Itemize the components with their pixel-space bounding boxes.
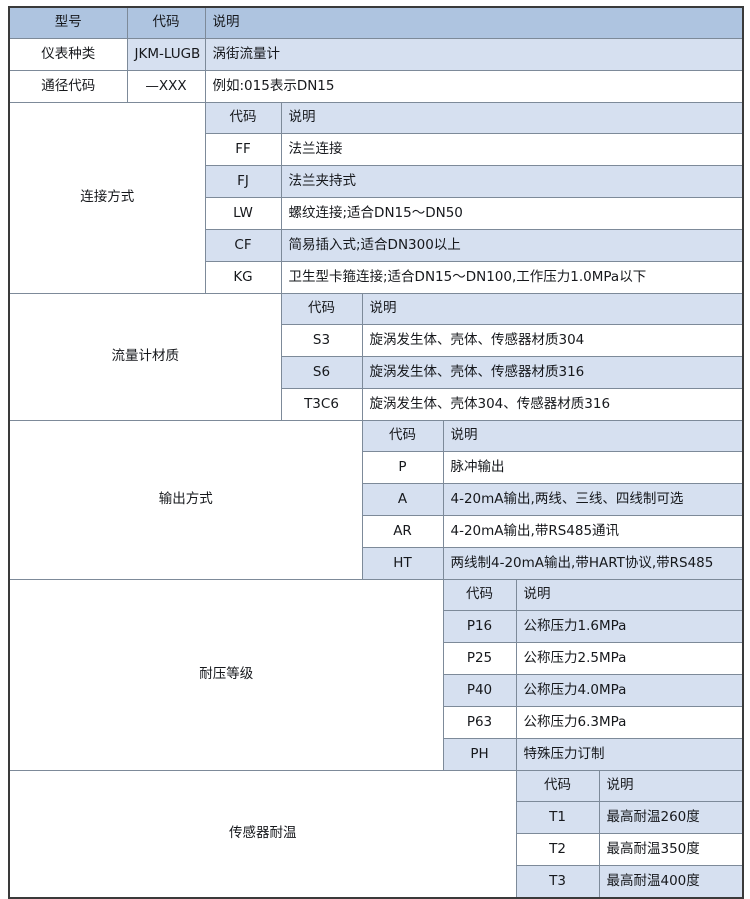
code-pressure-p16: P16 — [442, 610, 517, 643]
section-subheader-material: 流量计材质 代码 说明 — [8, 293, 744, 421]
code-material-s6: S6 — [280, 356, 363, 389]
section-label-material: 流量计材质 — [8, 293, 282, 421]
desc-pressure-p40: 公称压力4.0MPa — [515, 674, 744, 707]
header-code: 代码 — [126, 6, 206, 39]
table-row-material-s3: S3 旋涡发生体、壳体、传感器材质304 — [9, 324, 744, 357]
code-connection-lw: LW — [204, 197, 282, 230]
code-pressure-p40: P40 — [442, 674, 517, 707]
subheader-desc-output: 说明 — [442, 420, 744, 452]
table-row-temperature-t1: T1 最高耐温260度 — [9, 801, 744, 834]
desc-connection-ff: 法兰连接 — [280, 133, 744, 166]
code-connection-fj: FJ — [204, 165, 282, 198]
table-row-connection-lw: LW 螺纹连接;适合DN15～DN50 — [9, 197, 744, 230]
desc-output-ht: 两线制4-20mA输出,带HART协议,带RS485 — [442, 547, 744, 580]
code-pressure-p25: P25 — [442, 642, 517, 675]
table-row-output-p: P 脉冲输出 — [9, 451, 744, 484]
section-label-pressure: 耐压等级 — [8, 579, 444, 771]
subheader-desc-material: 说明 — [361, 293, 744, 325]
desc-temperature-t2: 最高耐温350度 — [598, 833, 744, 866]
code-pressure-ph: PH — [442, 738, 517, 771]
code-pressure-p63: P63 — [442, 706, 517, 739]
desc-output-ar: 4-20mA输出,带RS485通讯 — [442, 515, 744, 548]
subheader-desc-temperature: 说明 — [598, 770, 744, 802]
table-row-pressure-ph: PH 特殊压力订制 — [9, 738, 744, 771]
table-row-pressure-p16: P16 公称压力1.6MPa — [9, 610, 744, 643]
table-header-row: 型号 代码 说明 — [8, 6, 744, 39]
desc-connection-kg: 卫生型卡箍连接;适合DN15～DN100,工作压力1.0MPa以下 — [280, 261, 744, 294]
code-connection-kg: KG — [204, 261, 282, 294]
subheader-code-output: 代码 — [361, 420, 444, 452]
section-subheader-temperature: 传感器耐温 代码 说明 — [8, 770, 744, 899]
table-row-output-ar: AR 4-20mA输出,带RS485通讯 — [9, 515, 744, 548]
subheader-code-connection: 代码 — [204, 102, 282, 134]
code-material-t3c6: T3C6 — [280, 388, 363, 421]
section-subheader-pressure: 耐压等级 代码 说明 — [8, 579, 744, 771]
subheader-desc-connection: 说明 — [280, 102, 744, 134]
desc-pressure-p63: 公称压力6.3MPa — [515, 706, 744, 739]
section-subheader-connection: 连接方式 代码 说明 — [8, 102, 744, 294]
section-subheader-output: 输出方式 代码 说明 — [8, 420, 744, 580]
code-temperature-t2: T2 — [515, 833, 600, 866]
code-material-s3: S3 — [280, 324, 363, 357]
desc-output-a: 4-20mA输出,两线、三线、四线制可选 — [442, 483, 744, 516]
section-label-temperature: 传感器耐温 — [8, 770, 517, 899]
code-output-p: P — [361, 451, 444, 484]
section-label-output: 输出方式 — [8, 420, 363, 580]
code-temperature-t1: T1 — [515, 801, 600, 834]
desc-pressure-ph: 特殊压力订制 — [515, 738, 744, 771]
table-row-output-ht: HT 两线制4-20mA输出,带HART协议,带RS485 — [9, 547, 744, 580]
table-row-instrument-type: 仪表种类 JKM-LUGB 涡街流量计 — [8, 38, 744, 71]
row-code-bore-code: —XXX — [126, 70, 206, 103]
code-output-ar: AR — [361, 515, 444, 548]
model-code-spec-table: 型号 代码 说明 仪表种类 JKM-LUGB 涡街流量计 通径代码 —XXX 例… — [8, 6, 745, 899]
code-connection-cf: CF — [204, 229, 282, 262]
desc-connection-fj: 法兰夹持式 — [280, 165, 744, 198]
header-description: 说明 — [204, 6, 744, 39]
section-label-connection: 连接方式 — [8, 102, 206, 294]
row-desc-instrument-type: 涡街流量计 — [204, 38, 744, 71]
subheader-desc-pressure: 说明 — [515, 579, 744, 611]
code-output-ht: HT — [361, 547, 444, 580]
desc-pressure-p25: 公称压力2.5MPa — [515, 642, 744, 675]
spec-table-sheet: 型号 代码 说明 仪表种类 JKM-LUGB 涡街流量计 通径代码 —XXX 例… — [8, 6, 745, 899]
table-row-material-t3c6: T3C6 旋涡发生体、壳体304、传感器材质316 — [9, 388, 744, 421]
desc-material-t3c6: 旋涡发生体、壳体304、传感器材质316 — [361, 388, 744, 421]
header-model: 型号 — [8, 6, 128, 39]
row-desc-bore-code: 例如:015表示DN15 — [204, 70, 744, 103]
code-connection-ff: FF — [204, 133, 282, 166]
table-row-pressure-p25: P25 公称压力2.5MPa — [9, 642, 744, 675]
table-row-bore-code: 通径代码 —XXX 例如:015表示DN15 — [8, 70, 744, 103]
code-output-a: A — [361, 483, 444, 516]
subheader-code-pressure: 代码 — [442, 579, 517, 611]
desc-connection-cf: 简易插入式;适合DN300以上 — [280, 229, 744, 262]
desc-temperature-t3: 最高耐温400度 — [598, 865, 744, 899]
desc-material-s3: 旋涡发生体、壳体、传感器材质304 — [361, 324, 744, 357]
code-temperature-t3: T3 — [515, 865, 600, 899]
table-row-connection-cf: CF 简易插入式;适合DN300以上 — [9, 229, 744, 262]
subheader-code-material: 代码 — [280, 293, 363, 325]
row-code-instrument-type: JKM-LUGB — [126, 38, 206, 71]
desc-connection-lw: 螺纹连接;适合DN15～DN50 — [280, 197, 744, 230]
desc-output-p: 脉冲输出 — [442, 451, 744, 484]
table-row-pressure-p63: P63 公称压力6.3MPa — [9, 706, 744, 739]
table-row-connection-fj: FJ 法兰夹持式 — [9, 165, 744, 198]
desc-pressure-p16: 公称压力1.6MPa — [515, 610, 744, 643]
desc-material-s6: 旋涡发生体、壳体、传感器材质316 — [361, 356, 744, 389]
row-label-bore-code: 通径代码 — [8, 70, 128, 103]
row-label-instrument-type: 仪表种类 — [8, 38, 128, 71]
desc-temperature-t1: 最高耐温260度 — [598, 801, 744, 834]
subheader-code-temperature: 代码 — [515, 770, 600, 802]
